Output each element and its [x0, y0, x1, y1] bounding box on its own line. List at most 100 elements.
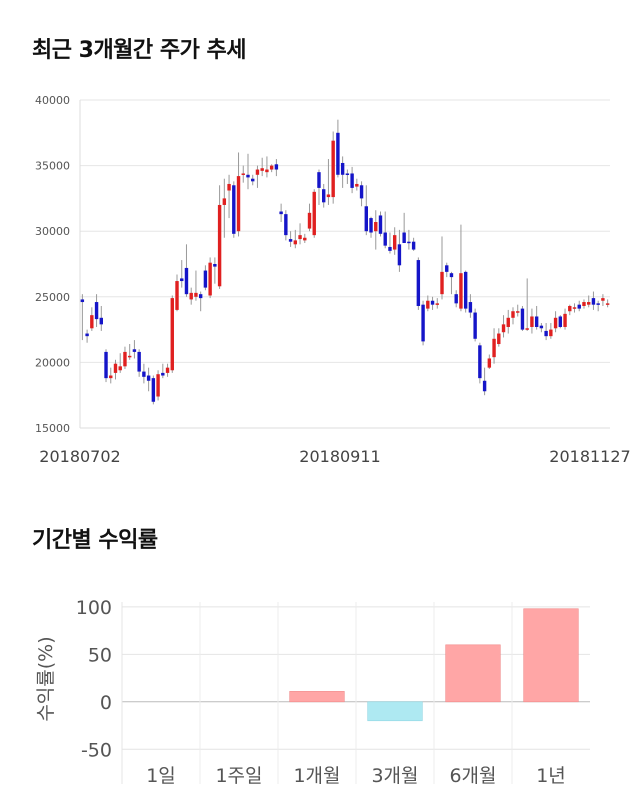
- price-tick-label: 20000: [35, 356, 70, 369]
- candle-body: [288, 239, 293, 242]
- candle-body: [127, 355, 132, 358]
- candle-body: [241, 173, 245, 175]
- date-tick-label: 20181127: [549, 447, 630, 466]
- return-bar-positive: [289, 691, 345, 703]
- candle-body: [463, 271, 468, 309]
- return-tick-label: 0: [100, 692, 112, 714]
- candle-body: [307, 212, 312, 229]
- period-label: 1일: [146, 765, 176, 787]
- candle-body: [104, 351, 108, 379]
- candle-body: [553, 317, 558, 329]
- candle-body: [322, 189, 326, 203]
- candle-body: [293, 240, 298, 245]
- candle-body: [345, 173, 350, 175]
- candle-body: [151, 378, 156, 402]
- price-tick-label: 30000: [35, 225, 70, 238]
- candle-body: [198, 294, 203, 299]
- candle-body: [222, 198, 227, 205]
- candle-body: [170, 298, 174, 371]
- candle-body: [378, 215, 383, 234]
- candle-body: [217, 204, 222, 287]
- candle-body: [364, 206, 368, 232]
- return-bar-positive: [445, 644, 501, 703]
- candle-body: [525, 328, 529, 330]
- candle-body: [255, 169, 260, 175]
- stock-trend-title: 최근 3개월간 주가 추세: [32, 38, 246, 63]
- candle-body: [449, 273, 454, 278]
- candle-body: [577, 304, 581, 309]
- candle-body: [601, 298, 605, 301]
- candle-body: [156, 374, 160, 397]
- candle-body: [501, 324, 506, 333]
- candle-body: [265, 169, 269, 173]
- candle-body: [454, 294, 458, 304]
- candle-body: [591, 298, 596, 305]
- candle-body: [411, 241, 416, 250]
- candle-body: [279, 211, 283, 215]
- period-return-title: 기간별 수익률: [32, 528, 158, 553]
- candle-body: [232, 185, 236, 234]
- period-label: 1주일: [215, 765, 262, 787]
- candle-body: [392, 235, 397, 250]
- candle-body: [118, 366, 122, 371]
- candle-body: [445, 265, 449, 272]
- candle-body: [80, 299, 85, 303]
- return-axis-title: 수익률(%): [35, 636, 57, 721]
- candle-body: [530, 316, 534, 327]
- candle-body: [549, 329, 553, 337]
- candle-body: [492, 338, 496, 358]
- date-tick-label: 20180702: [39, 447, 120, 466]
- price-tick-label: 25000: [35, 291, 70, 304]
- stock-candlestick-chart: 40000 35000 30000 25000 20000 15000 20180702 20…: [35, 94, 631, 466]
- candle-body: [274, 164, 279, 170]
- candle-body: [123, 351, 127, 367]
- candle-body: [137, 351, 141, 372]
- period-return-bar-chart: 100 50 0 -50 1일 1주일 1개월 3개월 6개월 1년 수익률(%): [35, 597, 590, 787]
- candle-body: [482, 380, 487, 392]
- candle-body: [534, 316, 539, 327]
- candle-body: [336, 132, 340, 175]
- candle-body: [303, 237, 307, 241]
- candle-body: [260, 168, 264, 171]
- candle-body: [402, 232, 406, 244]
- candle-body: [85, 333, 89, 337]
- candle-body: [558, 316, 563, 327]
- candle-body: [146, 375, 151, 381]
- candle-body: [383, 232, 387, 246]
- candle-body: [142, 371, 146, 377]
- candle-body: [161, 372, 165, 376]
- candle-body: [487, 358, 492, 368]
- candle-body: [359, 185, 364, 199]
- candle-body: [236, 176, 241, 232]
- candle-body: [227, 183, 231, 191]
- candle-body: [397, 244, 402, 266]
- candle-body: [388, 246, 392, 251]
- candle-body: [298, 235, 302, 240]
- candle-body: [563, 313, 567, 327]
- candle-body: [506, 317, 510, 327]
- candle-body: [369, 218, 373, 233]
- candle-body: [440, 271, 444, 295]
- period-label: 6개월: [449, 765, 496, 787]
- candle-body: [113, 363, 118, 373]
- period-label: 1개월: [293, 765, 340, 787]
- candle-body: [421, 304, 425, 342]
- candle-body: [587, 302, 591, 305]
- candle-body: [539, 325, 544, 329]
- candle-body: [516, 311, 520, 313]
- candle-body: [184, 267, 189, 295]
- candle-body: [312, 191, 316, 236]
- candle-body: [175, 281, 179, 310]
- return-bar-negative: [367, 701, 423, 722]
- candle-body: [284, 214, 288, 236]
- candle-body: [568, 305, 572, 312]
- period-label: 3개월: [371, 765, 418, 787]
- candle-body: [416, 260, 421, 306]
- candle-body: [109, 375, 113, 379]
- candle-body: [459, 273, 463, 309]
- candle-body: [331, 140, 335, 198]
- price-tick-label: 40000: [35, 94, 70, 107]
- period-label: 1년: [536, 765, 566, 787]
- return-tick-label: 100: [76, 597, 112, 619]
- candle-body: [605, 303, 610, 305]
